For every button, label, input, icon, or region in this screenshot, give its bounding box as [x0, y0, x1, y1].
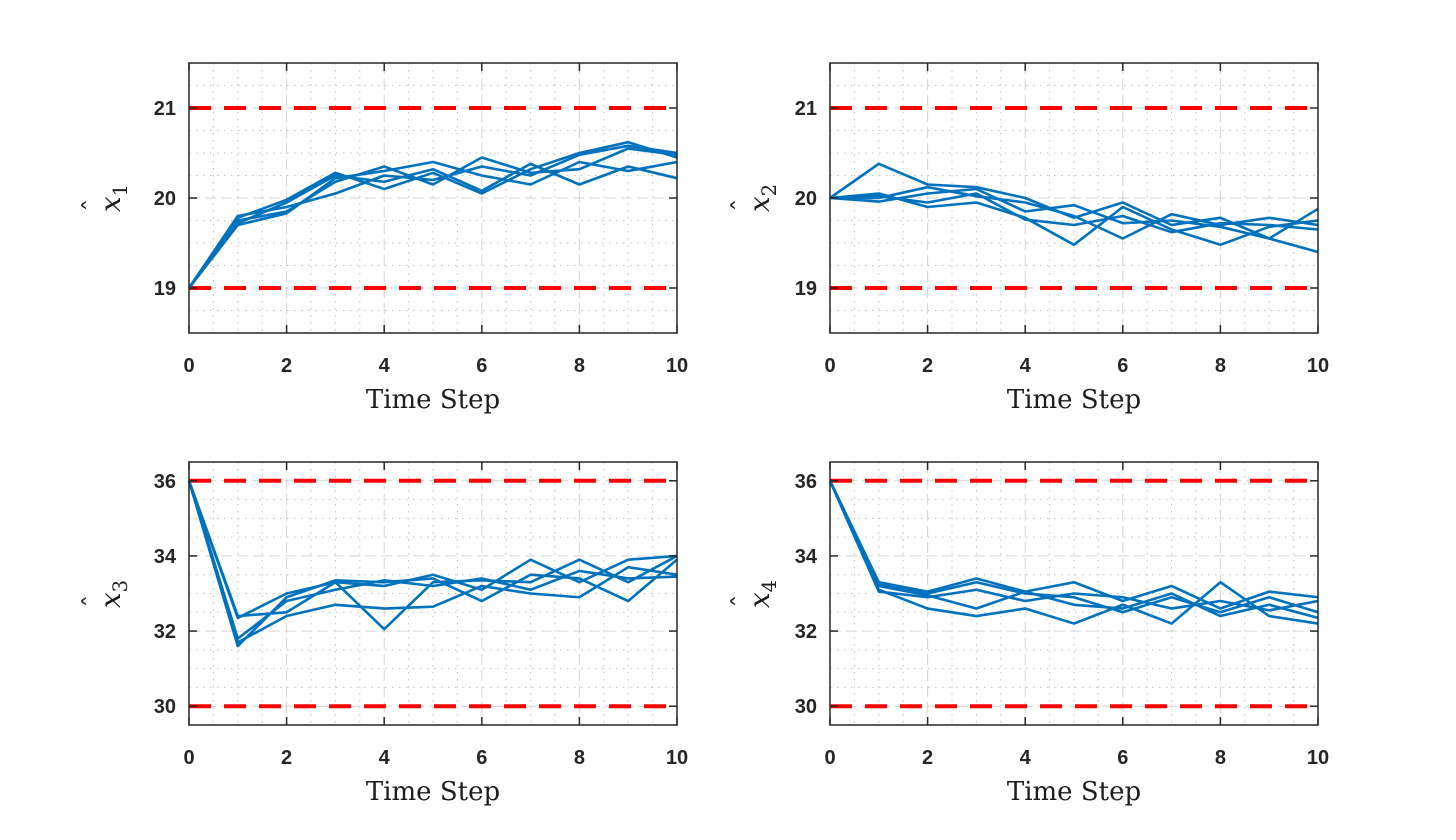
series-line-trajectory-5: [829, 192, 1319, 234]
y-tick-label: 36: [795, 471, 817, 493]
axes-box: [188, 461, 678, 726]
series-line-trajectory-5: [187, 160, 678, 289]
x-tick-label: 8: [1215, 747, 1226, 769]
plot-area-x1: 0 2 4 6 8 10 19 20 21: [154, 62, 688, 377]
x-axis-label: Time Step: [365, 385, 501, 415]
series-line-trajectory-1: [187, 140, 678, 289]
y-tick-label: 19: [795, 278, 817, 300]
series-line-trajectory-2: [830, 185, 1319, 240]
y-tick-label: 36: [154, 471, 176, 493]
series-line-trajectory-2: [187, 147, 678, 289]
series-line-trajectory-4: [829, 187, 1319, 254]
x-tick-label: 4: [1020, 747, 1032, 769]
x-tick-label: 6: [476, 355, 487, 377]
y-tick-label: 20: [154, 188, 176, 210]
x-tick-label: 6: [476, 747, 487, 769]
series-line-trajectory-4: [187, 144, 678, 289]
plot-area-x3: 0 2 4 6 8 10 30 32 34 36: [154, 461, 688, 769]
x-tick-label: 2: [922, 747, 933, 769]
subplot-x4: 0 2 4 6 8 10 30 32 34 36 ˆ x4 Time Step: [726, 420, 1456, 840]
x-tick-label: 2: [922, 355, 933, 377]
y-tick-label: 19: [154, 278, 176, 300]
x-tick-label: 0: [824, 355, 835, 377]
x-tick-label: 0: [183, 747, 194, 769]
x-tick-label: 10: [1307, 355, 1329, 377]
hat-accent: ˆ: [726, 198, 758, 212]
x-tick-label: 6: [1117, 355, 1128, 377]
series-line-trajectory-3: [187, 480, 678, 644]
y-tick-label: 21: [154, 98, 176, 120]
series-line-trajectory-5: [828, 480, 1319, 620]
y-tick-label: 34: [795, 546, 818, 568]
x-tick-label: 4: [1020, 355, 1032, 377]
hat-accent: ˆ: [726, 594, 758, 608]
y-tick-label: 34: [154, 546, 177, 568]
hat-accent: ˆ: [77, 594, 109, 608]
hat-accent: ˆ: [77, 198, 109, 212]
y-axis-label-x1: ˆ x1: [77, 183, 132, 213]
series-line-trajectory-2: [828, 480, 1319, 625]
y-tick-label: 32: [154, 621, 176, 643]
series-line-trajectory-3: [828, 480, 1319, 614]
plot-area-x2: 0 2 4 6 8 10 19 20 21: [795, 62, 1329, 377]
plot-area-x4: 0 2 4 6 8 10 30 32 34 36: [795, 461, 1329, 769]
x-axis-label: Time Step: [1006, 777, 1142, 807]
x-tick-label: 10: [666, 747, 688, 769]
x-tick-label: 8: [1215, 355, 1226, 377]
y-axis-label-x2: ˆ x2: [726, 183, 781, 213]
x-tick-label: 6: [1117, 747, 1128, 769]
y-tick-label: 21: [795, 98, 817, 120]
x-tick-label: 0: [824, 747, 835, 769]
subplot-x2: 0 2 4 6 8 10 19 20 21 ˆ x2 Time Step: [726, 0, 1456, 420]
y-axis-label-x3: ˆ x3: [77, 579, 132, 609]
x-axis-label: Time Step: [365, 777, 501, 807]
y-tick-label: 30: [154, 696, 176, 718]
y-axis-label-x4: ˆ x4: [726, 579, 781, 609]
x-tick-label: 10: [1307, 747, 1329, 769]
x-tick-label: 2: [281, 355, 292, 377]
x-tick-label: 8: [574, 747, 585, 769]
axes-box: [829, 461, 1319, 726]
series-line-trajectory-4: [828, 480, 1319, 612]
series-line-trajectory-4: [187, 480, 678, 620]
x-tick-label: 10: [666, 355, 688, 377]
subplot-x3: 0 2 4 6 8 10 30 32 34 36 ˆ x3 Time Step: [0, 420, 728, 840]
x-tick-label: 2: [281, 747, 292, 769]
x-tick-label: 4: [379, 747, 391, 769]
series-line-trajectory-3: [829, 192, 1319, 247]
x-tick-label: 8: [574, 355, 585, 377]
x-tick-label: 0: [183, 355, 194, 377]
x-tick-label: 4: [379, 355, 391, 377]
y-tick-label: 30: [795, 696, 817, 718]
series-line-trajectory-5: [187, 480, 678, 640]
x-axis-label: Time Step: [1006, 385, 1142, 415]
y-tick-label: 32: [795, 621, 817, 643]
subplot-x1: 0 2 4 6 8 10 19 20 21 ˆ x1 Time Step: [0, 0, 728, 420]
y-tick-label: 20: [795, 188, 817, 210]
